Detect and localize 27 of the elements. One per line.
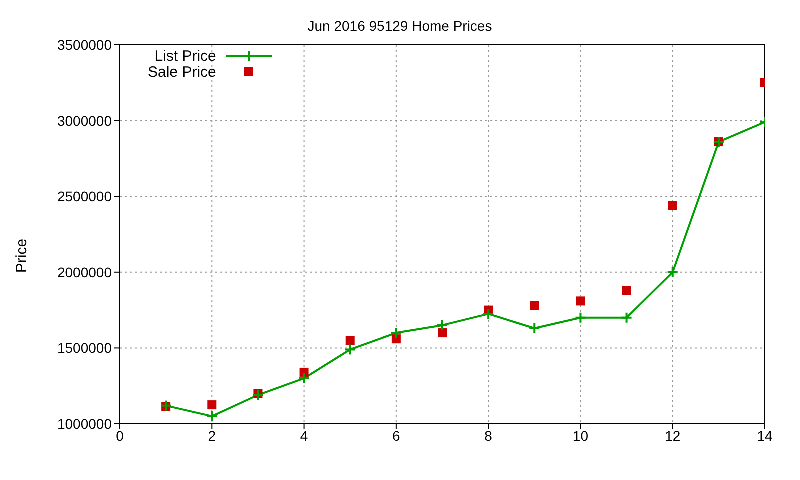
x-tick-label: 10 [572,428,589,444]
point [576,296,586,306]
legend-label: List Price [154,48,216,64]
y-tick-label: 1000000 [57,416,112,432]
x-tick-label: 2 [208,428,216,444]
y-tick-label: 2000000 [57,264,112,280]
y-tick-label: 3000000 [57,112,112,129]
y-tick-label: 3500000 [57,36,112,53]
y-axis-title: Price [14,238,30,274]
point [208,400,217,410]
chart-title: Jun 2016 95129 Home Prices [306,18,494,34]
x-tick-label: 12 [665,428,681,444]
x-tick-label: 8 [484,428,493,444]
point [622,286,632,296]
y-tick-label: 2500000 [57,188,112,205]
x-tick-label: 0 [116,428,124,444]
x-tick-label: 6 [392,428,401,444]
x-tick-label: 4 [300,428,308,444]
point [438,328,447,338]
legend-label: Sale Price [148,64,216,80]
point [668,201,678,210]
x-tick-label: 14 [757,428,773,444]
y-tick-label: 1500000 [57,340,112,356]
point [346,336,355,346]
point [300,368,309,377]
point [530,301,540,310]
point [392,334,401,344]
